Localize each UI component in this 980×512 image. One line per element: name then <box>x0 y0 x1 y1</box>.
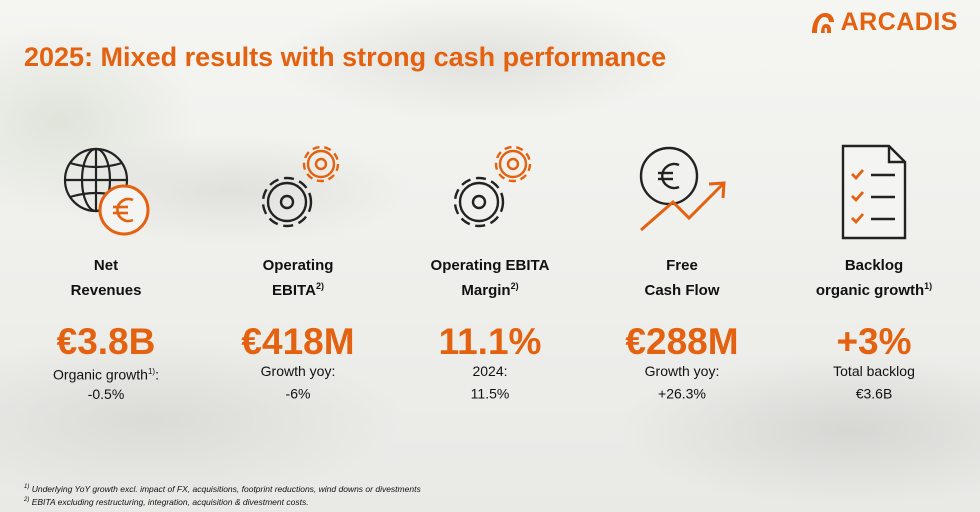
kpi-value: 11.1% <box>438 321 542 362</box>
kpi-subtext: Organic growth1): -0.5% <box>53 366 159 402</box>
kpi-row: Net Revenues €3.8B Organic growth1): -0.… <box>10 140 970 404</box>
kpi-value: +3% <box>836 321 912 362</box>
kpi-subtext: Growth yoy: -6% <box>260 363 336 402</box>
arcadis-mark-icon <box>811 12 834 33</box>
arcadis-logo: ARCADIS <box>810 8 958 37</box>
globe-euro-icon <box>51 140 161 246</box>
kpi-free-cash-flow: Free Cash Flow €288M Growth yoy: +26.3% <box>586 140 778 404</box>
page-title: 2025: Mixed results with strong cash per… <box>24 42 667 72</box>
gears-icon <box>435 140 545 246</box>
kpi-label: Operating EBITA2) <box>262 257 334 299</box>
kpi-value: €3.8B <box>56 321 156 362</box>
footnotes: 1) Underlying YoY growth excl. impact of… <box>24 482 421 508</box>
kpi-operating-ebita-margin: Operating EBITA Margin2) 11.1% 2024: 11.… <box>394 140 586 404</box>
kpi-value: €288M <box>625 321 739 362</box>
checklist-icon <box>819 140 929 246</box>
kpi-label: Net Revenues <box>70 257 142 299</box>
kpi-backlog-organic-growth: Backlog organic growth1) +3% Total backl… <box>778 140 970 404</box>
kpi-label: Operating EBITA Margin2) <box>430 257 550 299</box>
kpi-label: Free Cash Flow <box>644 257 720 299</box>
kpi-subtext: Growth yoy: +26.3% <box>644 363 720 402</box>
footnote-2: 2) EBITA excluding restructuring, integr… <box>24 496 309 507</box>
kpi-subtext: 2024: 11.5% <box>470 363 510 402</box>
logo-text: ARCADIS <box>840 8 958 36</box>
kpi-net-revenues: Net Revenues €3.8B Organic growth1): -0.… <box>10 140 202 404</box>
footnote-1: 1) Underlying YoY growth excl. impact of… <box>24 483 421 494</box>
euro-growth-icon <box>627 140 737 246</box>
kpi-operating-ebita: Operating EBITA2) €418M Growth yoy: -6% <box>202 140 394 404</box>
gears-icon <box>243 140 353 246</box>
kpi-value: €418M <box>241 321 355 362</box>
kpi-subtext: Total backlog €3.6B <box>833 363 915 402</box>
kpi-label: Backlog organic growth1) <box>815 257 933 299</box>
